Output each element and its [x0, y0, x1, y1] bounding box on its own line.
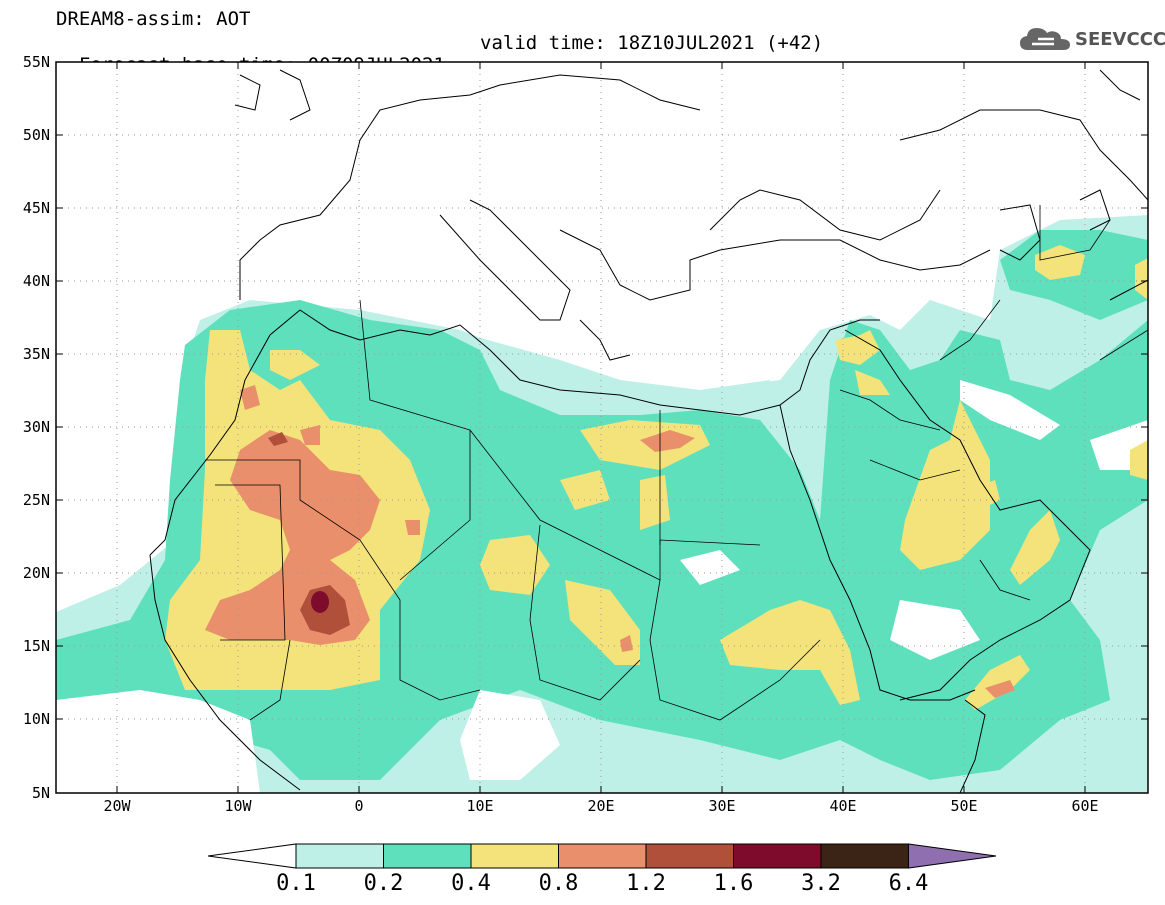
colorbar-label: 6.4: [888, 871, 929, 896]
lat-label: 40N: [23, 272, 50, 290]
colorbar-swatch: [558, 843, 647, 869]
colorbar-swatch: [820, 843, 909, 869]
lat-label: 15N: [23, 637, 50, 655]
lon-label: 10W: [224, 797, 252, 815]
lon-label: 50E: [950, 797, 977, 815]
lon-label: 20W: [103, 797, 131, 815]
coastlines: [149, 69, 1148, 793]
lon-label: 10E: [466, 797, 493, 815]
colorbar-label: 3.2: [801, 871, 841, 896]
longitude-labels: 20W 10W 0 10E 20E 30E 40E 50E 60E: [103, 797, 1098, 815]
lat-label: 20N: [23, 564, 50, 582]
colorbar-low-arrow: [207, 843, 297, 869]
valid-time: valid time: 18Z10JUL2021 (+42): [480, 32, 824, 54]
lat-label: 30N: [23, 418, 50, 436]
colorbar-label: 0.2: [363, 871, 404, 896]
colorbar: [207, 843, 997, 869]
seevccc-logo: SEEVCCC: [1018, 24, 1165, 54]
map-title: DREAM8-assim: AOT: [56, 8, 251, 30]
lat-label: 55N: [23, 53, 50, 71]
logo-text: SEEVCCC: [1075, 29, 1165, 50]
colorbar-label: 0.1: [276, 871, 316, 896]
lon-label: 40E: [829, 797, 856, 815]
latitude-labels: 55N 50N 45N 40N 35N 30N 25N 20N 15N 10N …: [23, 53, 50, 802]
lon-label: 20E: [587, 797, 614, 815]
colorbar-label: 1.6: [713, 871, 754, 896]
colorbar-swatch: [470, 843, 559, 869]
lon-label: 30E: [708, 797, 735, 815]
colorbar-high-arrow: [908, 843, 997, 869]
lat-label: 50N: [23, 126, 50, 144]
cloud-logo-icon: [1020, 28, 1070, 50]
lat-label: 35N: [23, 345, 50, 363]
country-borders: [205, 205, 1148, 721]
colorbar-swatch: [733, 843, 822, 869]
aot-field: [56, 62, 1148, 793]
lon-label: 60E: [1071, 797, 1098, 815]
graticule: [56, 62, 1148, 793]
lat-label: 5N: [32, 784, 50, 802]
tick-marks: [56, 61, 1148, 793]
colorbar-label: 0.4: [451, 871, 491, 896]
lat-label: 10N: [23, 710, 50, 728]
colorbar-label: 0.8: [538, 871, 579, 896]
lat-label: 45N: [23, 199, 50, 217]
lat-label: 25N: [23, 491, 50, 509]
colorbar-swatch: [383, 843, 472, 869]
colorbar-swatch: [645, 843, 734, 869]
lon-label: 0: [354, 797, 363, 815]
colorbar-swatch: [295, 843, 384, 869]
aot-level-1.6: [311, 591, 329, 613]
colorbar-label: 1.2: [626, 871, 666, 896]
